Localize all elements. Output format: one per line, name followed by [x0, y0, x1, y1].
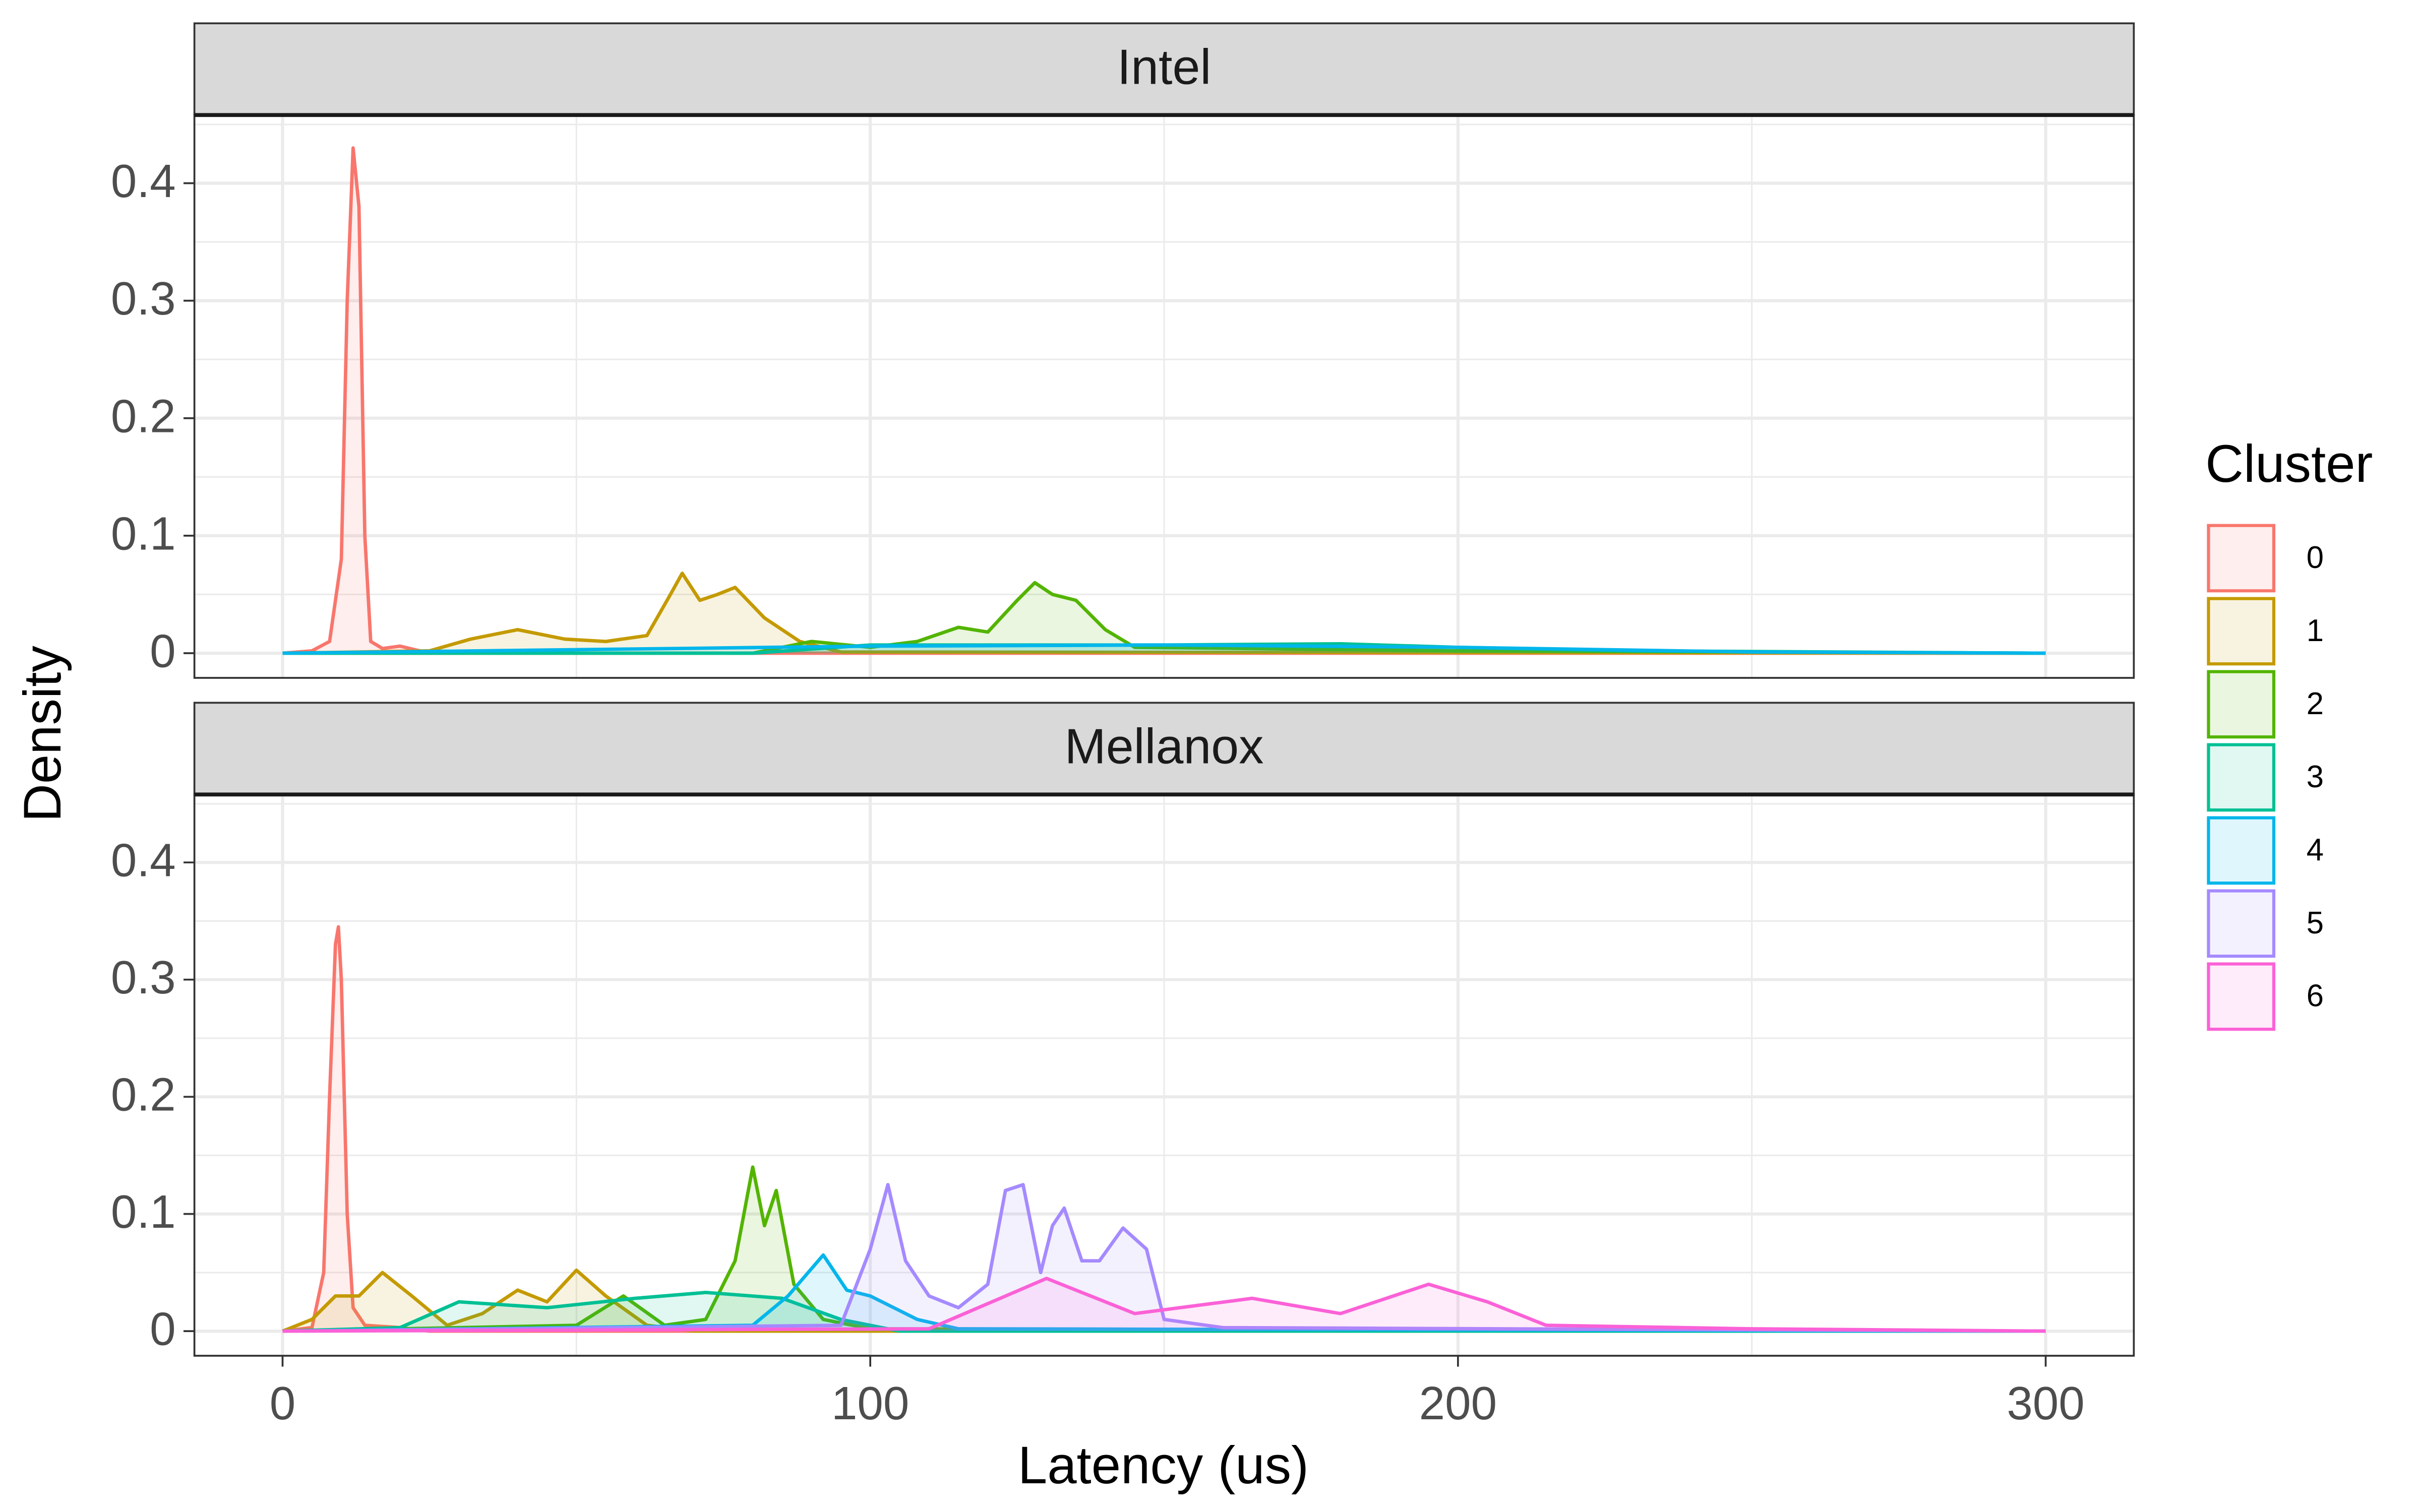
facet-title: Intel [1117, 39, 1212, 94]
y-tick-label: 0.4 [111, 834, 176, 887]
y-tick-label: 0.2 [111, 1068, 176, 1121]
legend-title: Cluster [2205, 434, 2373, 493]
y-tick-label: 0.3 [111, 951, 176, 1003]
legend-key [2207, 962, 2276, 1031]
x-tick-label: 0 [270, 1377, 295, 1429]
legend-label: 0 [2307, 540, 2324, 575]
legend-label: 5 [2307, 906, 2324, 940]
density-curve [282, 643, 2046, 655]
legend-key [2207, 597, 2276, 666]
legend-key [2207, 743, 2276, 812]
legend-label: 1 [2307, 613, 2324, 648]
density-curve [282, 581, 2046, 655]
y-tick-label: 0 [150, 1303, 175, 1355]
x-axis-label: Latency (us) [1018, 1436, 1309, 1495]
legend-key [2207, 524, 2276, 593]
y-tick-label: 0 [150, 625, 175, 677]
legend-key [2207, 670, 2276, 739]
legend-label: 3 [2307, 760, 2324, 794]
density-curve [282, 572, 2046, 655]
x-tick-label: 300 [2007, 1377, 2084, 1429]
density-curve [282, 1165, 2046, 1333]
density-curve [282, 1183, 2046, 1333]
y-tick-label: 0.2 [111, 390, 176, 442]
density-curve [282, 146, 2046, 655]
y-axis-label: Density [13, 646, 72, 822]
legend-label: 6 [2307, 979, 2324, 1014]
density-curve [282, 1277, 2046, 1333]
density-curve [282, 1253, 2046, 1333]
legend-key [2207, 816, 2276, 885]
facet-strip [193, 702, 2135, 796]
facet-strip [193, 22, 2135, 116]
density-curve [282, 1268, 2046, 1333]
facet-title: Mellanox [1064, 719, 1263, 774]
legend-key [2207, 889, 2276, 958]
density-curve [282, 1291, 2046, 1333]
x-tick-label: 100 [831, 1377, 909, 1429]
legend-label: 4 [2307, 833, 2324, 867]
y-tick-label: 0.1 [111, 507, 176, 559]
legend-label: 2 [2307, 686, 2324, 721]
y-tick-label: 0.4 [111, 155, 176, 207]
y-tick-label: 0.3 [111, 272, 176, 325]
y-tick-label: 0.1 [111, 1185, 176, 1238]
x-tick-label: 200 [1419, 1377, 1497, 1429]
